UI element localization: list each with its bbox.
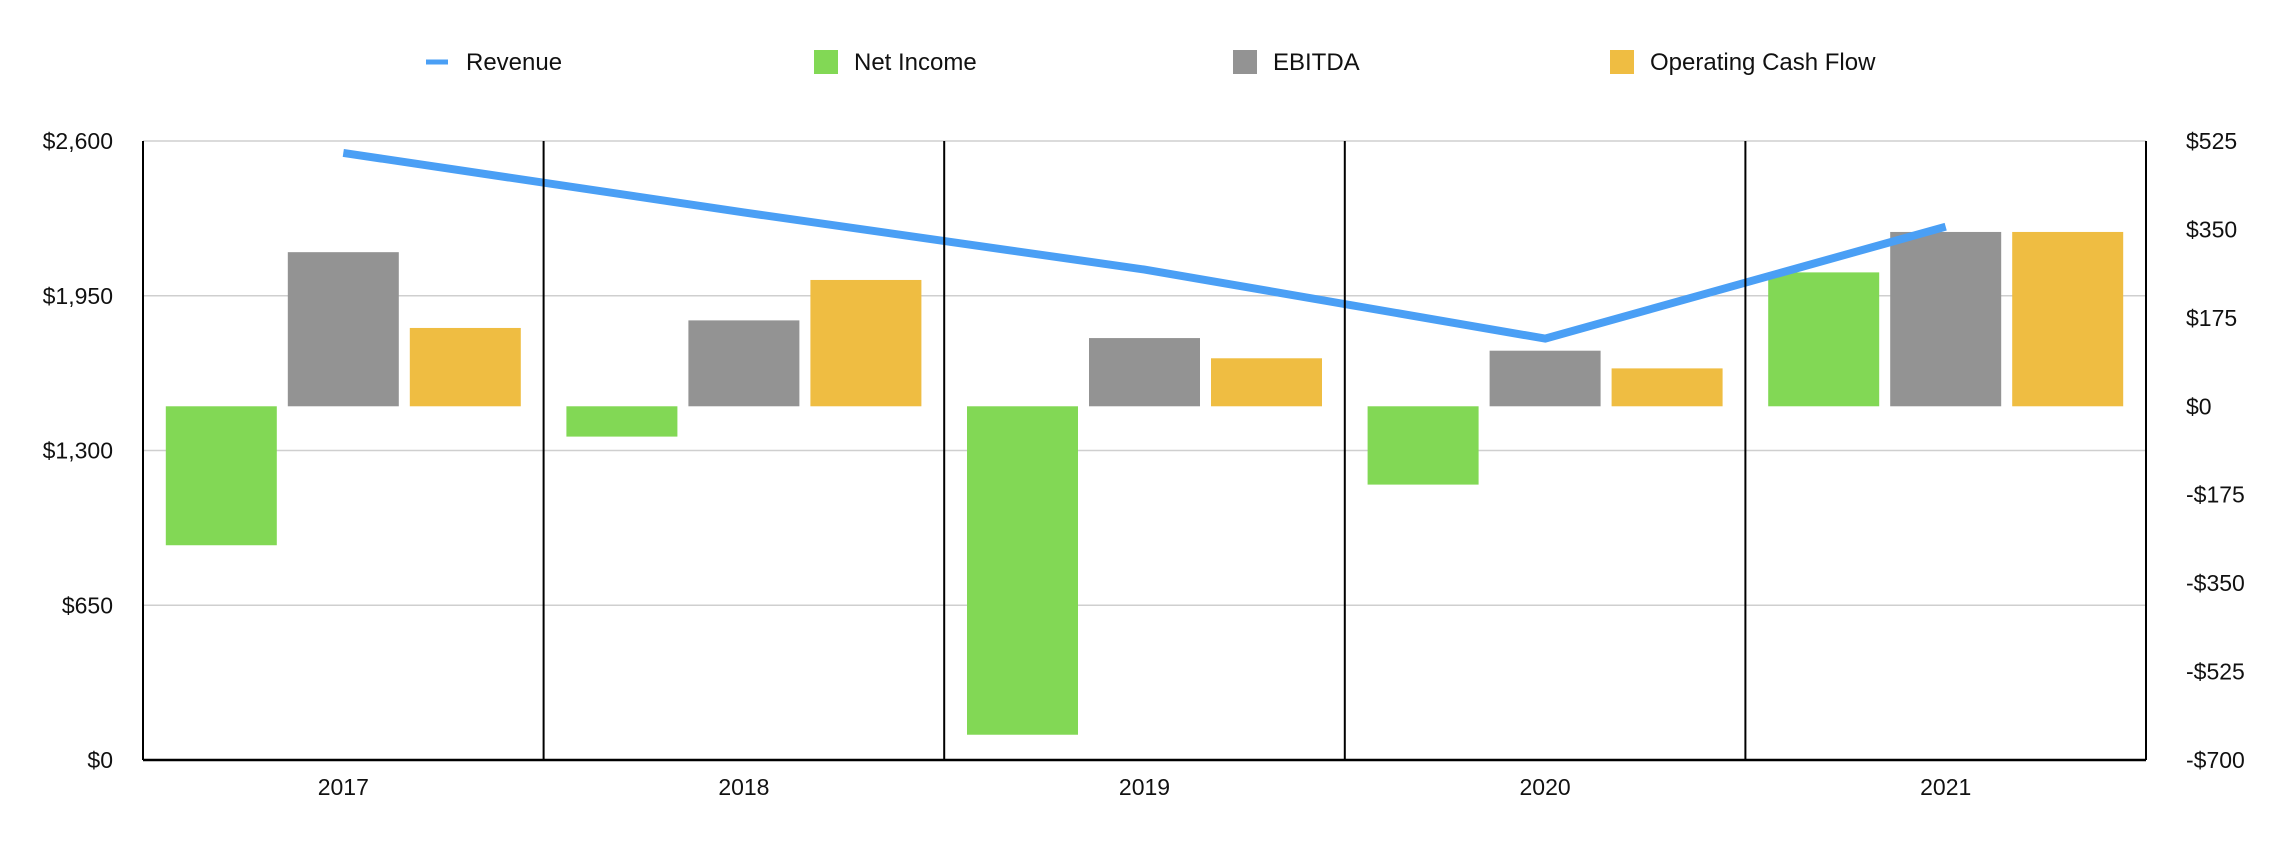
bar-net-income-2020: [1367, 406, 1479, 485]
x-tick-label-2020: 2020: [1520, 774, 1571, 800]
left-tick-label: $1,950: [43, 283, 113, 309]
bar-operating-cash-flow-2018: [810, 279, 922, 407]
right-tick-label: -$350: [2186, 570, 2245, 596]
legend-swatch: [1233, 50, 1257, 74]
right-tick-label: -$525: [2186, 659, 2245, 685]
x-tick-label-2018: 2018: [718, 774, 769, 800]
bar-ebitda-2021: [1890, 231, 2002, 407]
bar-operating-cash-flow-2019: [1211, 358, 1322, 407]
chart-legend: Revenue Net Income EBITDA Operating Cash Fl…: [426, 49, 1876, 76]
line-series-group: [342, 148, 1947, 343]
bar-series-group: [165, 231, 2124, 735]
bar-ebitda-2019: [1089, 338, 1200, 407]
bar-net-income-2021: [1768, 272, 1880, 407]
legend-item-ebitda: EBITDA: [1233, 49, 1360, 76]
axes: [142, 141, 2147, 762]
legend-label: EBITDA: [1273, 49, 1360, 76]
legend-label: Revenue: [466, 49, 562, 76]
legend-label: Net Income: [854, 49, 977, 76]
right-tick-label: $350: [2186, 216, 2237, 242]
bar-ebitda-2018: [688, 320, 800, 407]
bar-net-income-2017: [165, 406, 277, 546]
right-tick-label: -$700: [2186, 747, 2245, 773]
bar-operating-cash-flow-2020: [1611, 368, 1723, 407]
bar-operating-cash-flow-2017: [409, 327, 521, 407]
bar-net-income-2018: [566, 406, 678, 437]
bar-net-income-2019: [967, 406, 1078, 735]
bar-ebitda-2020: [1489, 350, 1601, 407]
legend-item-operating-cash-flow: Operating Cash Flow: [1610, 49, 1876, 76]
legend-label: Operating Cash Flow: [1650, 49, 1876, 76]
x-tick-label-2021: 2021: [1920, 774, 1971, 800]
right-tick-label: -$175: [2186, 482, 2245, 508]
legend-swatch: [1610, 50, 1634, 74]
right-tick-label: $175: [2186, 305, 2237, 331]
right-tick-label: $525: [2186, 128, 2237, 154]
bar-ebitda-2017: [287, 252, 399, 407]
x-tick-label-2019: 2019: [1119, 774, 1170, 800]
line-revenue: [342, 148, 1947, 343]
left-tick-label: $1,300: [43, 438, 113, 464]
legend-item-revenue: Revenue: [426, 49, 562, 76]
legend-swatch: [814, 50, 838, 74]
right-tick-label: $0: [2186, 393, 2212, 419]
left-tick-label: $2,600: [43, 128, 113, 154]
tick-labels: $0 $650 $1,300 $1,950 $2,600 -$700 -$525 -$350 -…: [43, 128, 2245, 800]
x-tick-label-2017: 2017: [318, 774, 369, 800]
left-tick-label: $650: [62, 592, 113, 618]
legend-item-net-income: Net Income: [814, 49, 977, 76]
left-tick-label: $0: [87, 747, 113, 773]
bar-operating-cash-flow-2021: [2012, 231, 2124, 407]
